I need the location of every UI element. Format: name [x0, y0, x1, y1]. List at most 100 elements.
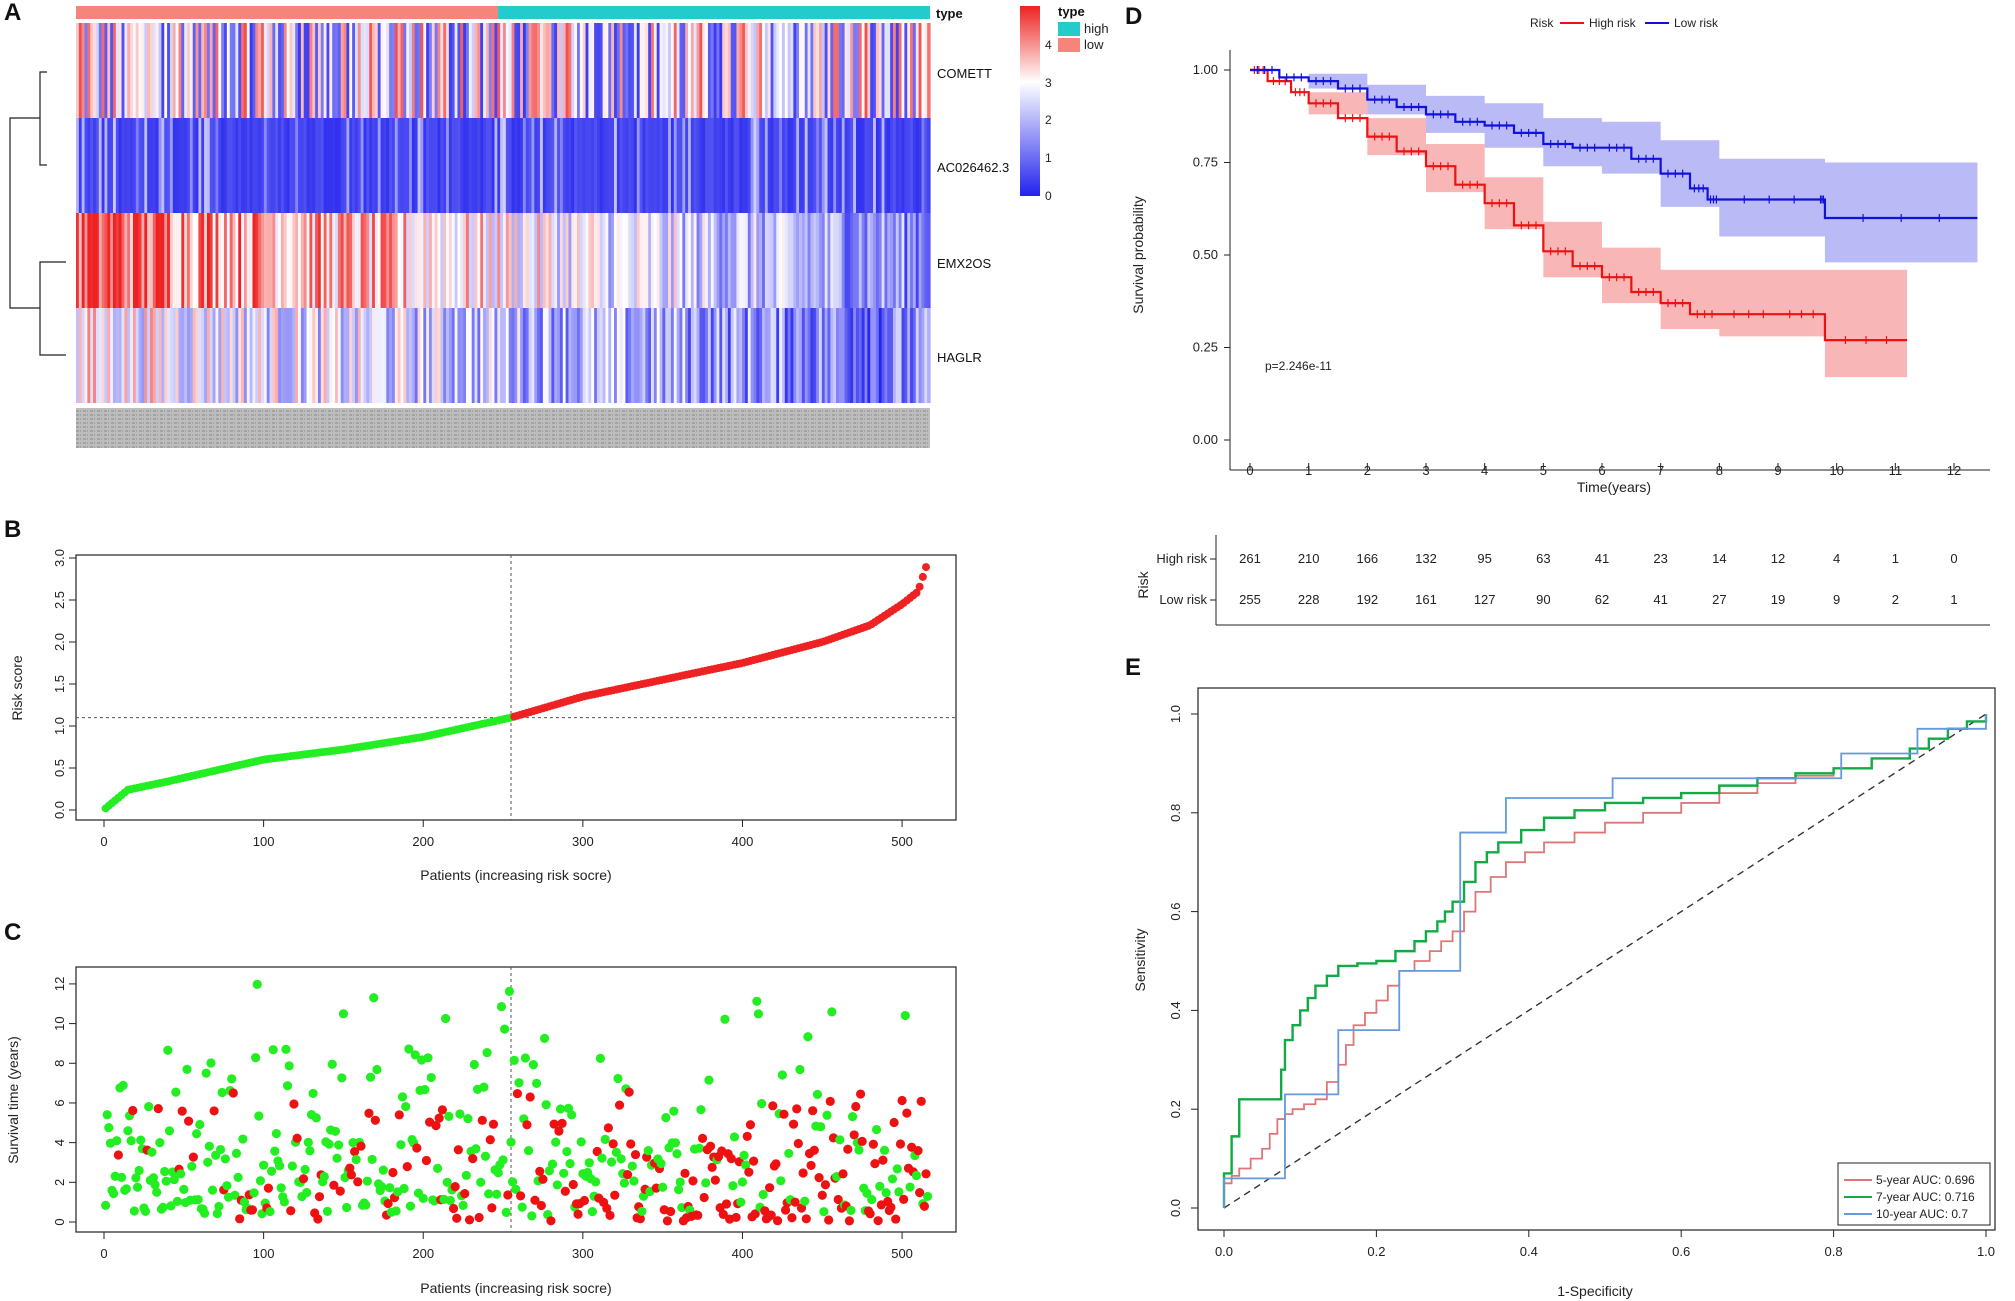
- heatmap-cell: [474, 308, 478, 403]
- heatmap-cell: [278, 308, 282, 403]
- heatmap-cell: [343, 23, 348, 118]
- plot-frame: [75, 966, 957, 1233]
- heatmap-cell: [633, 23, 638, 118]
- alive-patient-point: [847, 1112, 858, 1122]
- km-panel: Risk High risk Low risk 0 1 2 3 4 5 6 7 8 9 10 11 12…: [1130, 16, 1990, 626]
- dead-patient-point: [488, 1119, 499, 1129]
- heatmap-cell: [838, 118, 843, 213]
- dead-patient-point: [913, 1146, 923, 1156]
- dead-patient-point: [292, 1133, 302, 1143]
- heatmap-cell: [736, 213, 740, 308]
- dead-patient-point: [525, 1092, 535, 1102]
- heatmap-cell: [599, 118, 604, 213]
- heatmap-cell: [853, 213, 857, 308]
- alive-patient-point: [169, 1174, 179, 1185]
- alive-patient-point: [423, 1053, 433, 1063]
- alive-patient-point: [300, 1164, 310, 1175]
- heatmap-cell: [448, 118, 453, 213]
- heatmap-cell: [104, 213, 108, 308]
- alive-patient-point: [327, 1059, 337, 1069]
- heatmap-cell: [554, 213, 558, 308]
- x-tick-label: 9: [1774, 463, 1781, 478]
- alive-patient-point: [279, 1197, 289, 1207]
- dead-patient-point: [477, 1115, 487, 1125]
- heatmap-cell: [582, 118, 587, 213]
- alive-patient-point: [155, 1138, 165, 1148]
- heatmap-cell: [673, 308, 678, 403]
- heatmap-cell: [352, 308, 356, 403]
- heatmap-cell: [252, 308, 256, 403]
- heatmap-cell: [545, 23, 550, 118]
- heatmap-cell: [161, 308, 165, 403]
- ci-band-high-risk: [1250, 70, 1908, 378]
- heatmap-cell: [767, 23, 772, 118]
- heatmap-cell: [784, 213, 789, 308]
- heatmap-cell: [557, 213, 561, 308]
- heatmap-cell: [280, 23, 285, 118]
- alive-patient-point: [152, 1187, 162, 1197]
- heatmap-cell: [460, 118, 464, 213]
- heatmap-cell: [363, 308, 367, 403]
- heatmap-cell: [528, 213, 533, 308]
- dead-patient-point: [899, 1194, 909, 1204]
- heatmap-cell: [346, 23, 350, 118]
- heatmap-cell: [229, 308, 234, 403]
- heatmap-cell: [485, 118, 490, 213]
- heatmap-cell: [306, 118, 311, 213]
- heatmap-cell: [779, 213, 783, 308]
- heatmap-cell: [357, 308, 362, 403]
- x-tick-label: 0: [100, 1246, 107, 1261]
- alive-patient-point: [199, 1208, 210, 1218]
- heatmap-cell: [668, 308, 672, 403]
- heatmap-cell: [927, 23, 931, 118]
- heatmap-cell: [816, 118, 820, 213]
- heatmap-cell: [616, 213, 621, 308]
- heatmap-cell: [414, 118, 419, 213]
- heatmap-cell: [309, 308, 313, 403]
- heatmap-cell: [770, 118, 775, 213]
- heatmap-cell: [485, 23, 490, 118]
- p-value: p=2.246e-11: [1265, 359, 1332, 373]
- y-tick-label: 0.00: [1193, 432, 1218, 447]
- alive-patient-point: [222, 1181, 232, 1191]
- alive-patient-point: [342, 1202, 352, 1213]
- alive-patient-point: [171, 1087, 181, 1097]
- heatmap-cell: [884, 308, 888, 403]
- alive-patient-point: [629, 1176, 639, 1186]
- x-tick-label: 0.8: [1825, 1244, 1843, 1259]
- heatmap-cell: [152, 308, 157, 403]
- heatmap-cell: [258, 213, 262, 308]
- heatmap-cell: [636, 23, 641, 118]
- heatmap-cell: [451, 23, 456, 118]
- heatmap-cell: [500, 308, 504, 403]
- heatmap-cell: [497, 213, 501, 308]
- heatmap-cell: [631, 118, 635, 213]
- heatmap-cell: [611, 213, 615, 308]
- heatmap-cell: [397, 308, 402, 403]
- heatmap-cell: [904, 23, 908, 118]
- heatmap-cell: [645, 213, 649, 308]
- heatmap-cell: [406, 23, 410, 118]
- heatmap-cell: [332, 118, 336, 213]
- heatmap-cell: [525, 23, 530, 118]
- heatmap-cell: [76, 118, 80, 213]
- heatmap-cell: [707, 23, 712, 118]
- heatmap-cell: [243, 118, 248, 213]
- heatmap-cell: [238, 23, 242, 118]
- heatmap-cell: [164, 213, 168, 308]
- dead-patient-point: [364, 1108, 374, 1118]
- heatmap-cell: [793, 213, 797, 308]
- heatmap-cell: [855, 23, 860, 118]
- dead-patient-point: [614, 1100, 625, 1110]
- heatmap-cell: [437, 213, 441, 308]
- heatmap-cell: [132, 308, 137, 403]
- heatmap-cell: [320, 23, 325, 118]
- risk-table: Risk High risk Low risk 261 210 166 132 95 63…: [1135, 535, 1990, 626]
- heatmap-cell: [699, 118, 703, 213]
- heatmap-cell: [440, 308, 444, 403]
- heatmap-cell: [312, 213, 316, 308]
- heatmap-cell: [175, 308, 180, 403]
- alive-patient-point: [541, 1100, 551, 1110]
- heatmap-cell: [503, 118, 507, 213]
- alive-patient-point: [217, 1087, 227, 1098]
